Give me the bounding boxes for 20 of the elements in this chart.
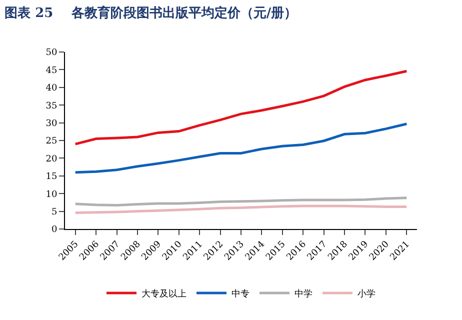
y-tick-label: 5 xyxy=(51,207,58,218)
y-tick-label: 0 xyxy=(51,225,58,236)
y-tick-label: 40 xyxy=(46,84,58,94)
legend-label: 中专 xyxy=(232,288,250,300)
y-tick-label: 35 xyxy=(46,101,58,112)
line-series xyxy=(74,196,408,207)
y-tick-label: 50 xyxy=(46,48,58,58)
y-tick-label: 30 xyxy=(46,118,58,129)
line-series xyxy=(74,204,408,214)
line-series xyxy=(74,122,408,174)
y-tick-label: 10 xyxy=(46,190,58,200)
y-tick-label: 15 xyxy=(46,172,58,182)
chart-title: 图表 25 各教育阶段图书出版平均定价（元/册） xyxy=(4,5,298,22)
line-series xyxy=(74,70,408,146)
y-tick-label: 45 xyxy=(46,66,58,76)
y-tick-label: 25 xyxy=(46,136,58,147)
legend-label: 中学 xyxy=(294,288,312,300)
legend-label: 小学 xyxy=(358,288,376,300)
y-tick-label: 20 xyxy=(46,154,58,164)
legend-label: 大专及以上 xyxy=(142,288,186,300)
